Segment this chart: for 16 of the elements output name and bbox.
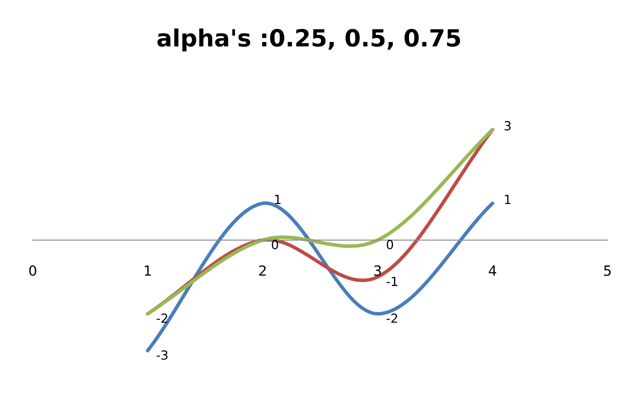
data-label: -2 [156,314,168,323]
data-label: 0 [386,240,394,250]
data-label: -2 [386,314,398,323]
data-label: 1 [275,194,281,204]
data-label: 0 [272,240,278,250]
data-label: 1 [505,194,510,204]
x-tick-label: 5 [604,266,611,276]
x-tick-label: 2 [259,265,266,276]
data-label: -1 [386,276,398,286]
chart-title: alpha's :0.25, 0.5, 0.75 [157,28,460,52]
data-label: 3 [504,121,511,131]
x-tick-label: 0 [29,265,36,276]
data-label: -3 [156,350,168,360]
x-tick-label: 4 [488,266,496,276]
x-tick-label: 3 [374,265,381,276]
x-tick-label: 1 [144,266,151,276]
